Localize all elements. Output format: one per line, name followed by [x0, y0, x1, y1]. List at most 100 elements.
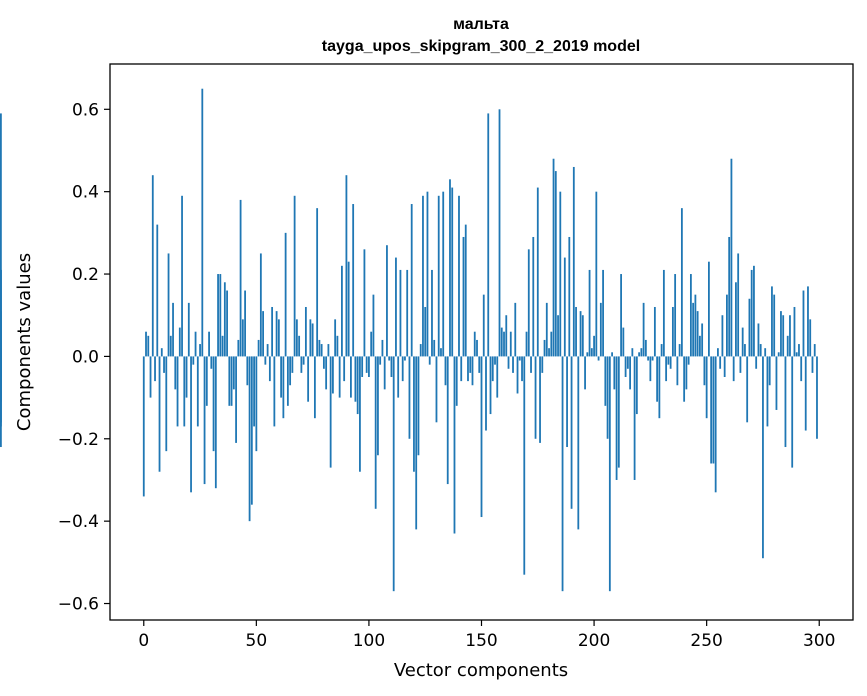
bar [185, 356, 188, 398]
bar [550, 331, 553, 357]
y-tick-label: 0.0 [72, 347, 99, 367]
bar [350, 356, 352, 398]
bar [266, 344, 269, 357]
bar [149, 356, 152, 398]
bar [626, 356, 629, 369]
bar [660, 344, 663, 357]
bar [572, 166, 575, 357]
bar [527, 249, 530, 357]
bar [291, 356, 294, 373]
bar [737, 253, 740, 357]
bar [667, 356, 670, 365]
bar [613, 356, 616, 390]
bar [662, 269, 665, 357]
bar [631, 348, 634, 357]
bar [343, 356, 346, 382]
bar [142, 356, 145, 497]
bar [741, 327, 744, 357]
bar [608, 356, 611, 592]
bar [404, 356, 406, 361]
bar [386, 245, 388, 357]
bar [489, 356, 492, 415]
bar [773, 294, 776, 357]
bar [615, 356, 618, 480]
bar [395, 257, 397, 357]
bar [295, 319, 298, 357]
bar [383, 356, 386, 390]
bar [332, 356, 334, 394]
bar [579, 311, 582, 357]
bar [228, 356, 231, 406]
y-tick-label: 0.4 [72, 183, 99, 203]
bar [478, 356, 481, 373]
bar [419, 344, 422, 357]
bar [689, 274, 692, 357]
bar [199, 344, 201, 357]
bar [786, 335, 789, 357]
bar [365, 356, 368, 373]
bar [782, 315, 785, 357]
bar [424, 306, 427, 357]
bar [755, 356, 758, 369]
bar [363, 249, 366, 357]
bar [221, 335, 224, 357]
bar [514, 302, 517, 357]
bar [710, 356, 713, 464]
bar [798, 344, 800, 357]
bar [762, 356, 764, 559]
bar [235, 356, 237, 443]
bar [620, 274, 622, 357]
bar [390, 356, 393, 377]
bar [674, 274, 677, 357]
bar [532, 236, 535, 357]
bar [816, 356, 818, 439]
bar [543, 339, 546, 357]
bar [345, 175, 348, 357]
y-tick-label: −0.2 [58, 430, 99, 450]
bar [809, 319, 812, 357]
bar [352, 204, 355, 357]
bar [678, 344, 681, 357]
bar [169, 335, 172, 357]
bar [516, 356, 519, 394]
x-tick-label: 50 [246, 631, 268, 651]
bar [669, 356, 672, 369]
bar [257, 339, 260, 357]
bar [577, 356, 580, 530]
bar [388, 356, 391, 361]
bar [442, 191, 445, 357]
bar [525, 331, 528, 357]
x-tick-label: 100 [353, 631, 385, 651]
bar [406, 269, 409, 357]
bar [633, 356, 636, 480]
bar [568, 236, 571, 357]
bar [509, 331, 512, 357]
bar [336, 335, 339, 357]
bar [196, 356, 199, 427]
bar [271, 306, 274, 357]
bar [624, 356, 627, 377]
bar [768, 356, 771, 386]
bar [176, 356, 179, 427]
bar [804, 356, 807, 431]
bar [212, 356, 215, 452]
bar [771, 286, 773, 357]
ticks-group: 0 50 100 150 200 250 300 −0.6 −0.4 −0.2 0.0 0.2 0.4 0… [58, 100, 836, 651]
bar [541, 356, 544, 373]
bar [807, 286, 809, 357]
bar [174, 356, 177, 390]
chart-title: мальта [453, 16, 509, 33]
bar [680, 208, 683, 357]
bar [154, 356, 156, 382]
bar [789, 315, 791, 357]
bar [561, 356, 564, 592]
x-tick-label: 300 [803, 631, 835, 651]
bar [552, 158, 555, 357]
bar [181, 195, 183, 357]
bar [518, 356, 521, 361]
bar [172, 302, 174, 357]
bar [381, 339, 384, 357]
bar [214, 356, 217, 489]
bar [683, 356, 686, 402]
